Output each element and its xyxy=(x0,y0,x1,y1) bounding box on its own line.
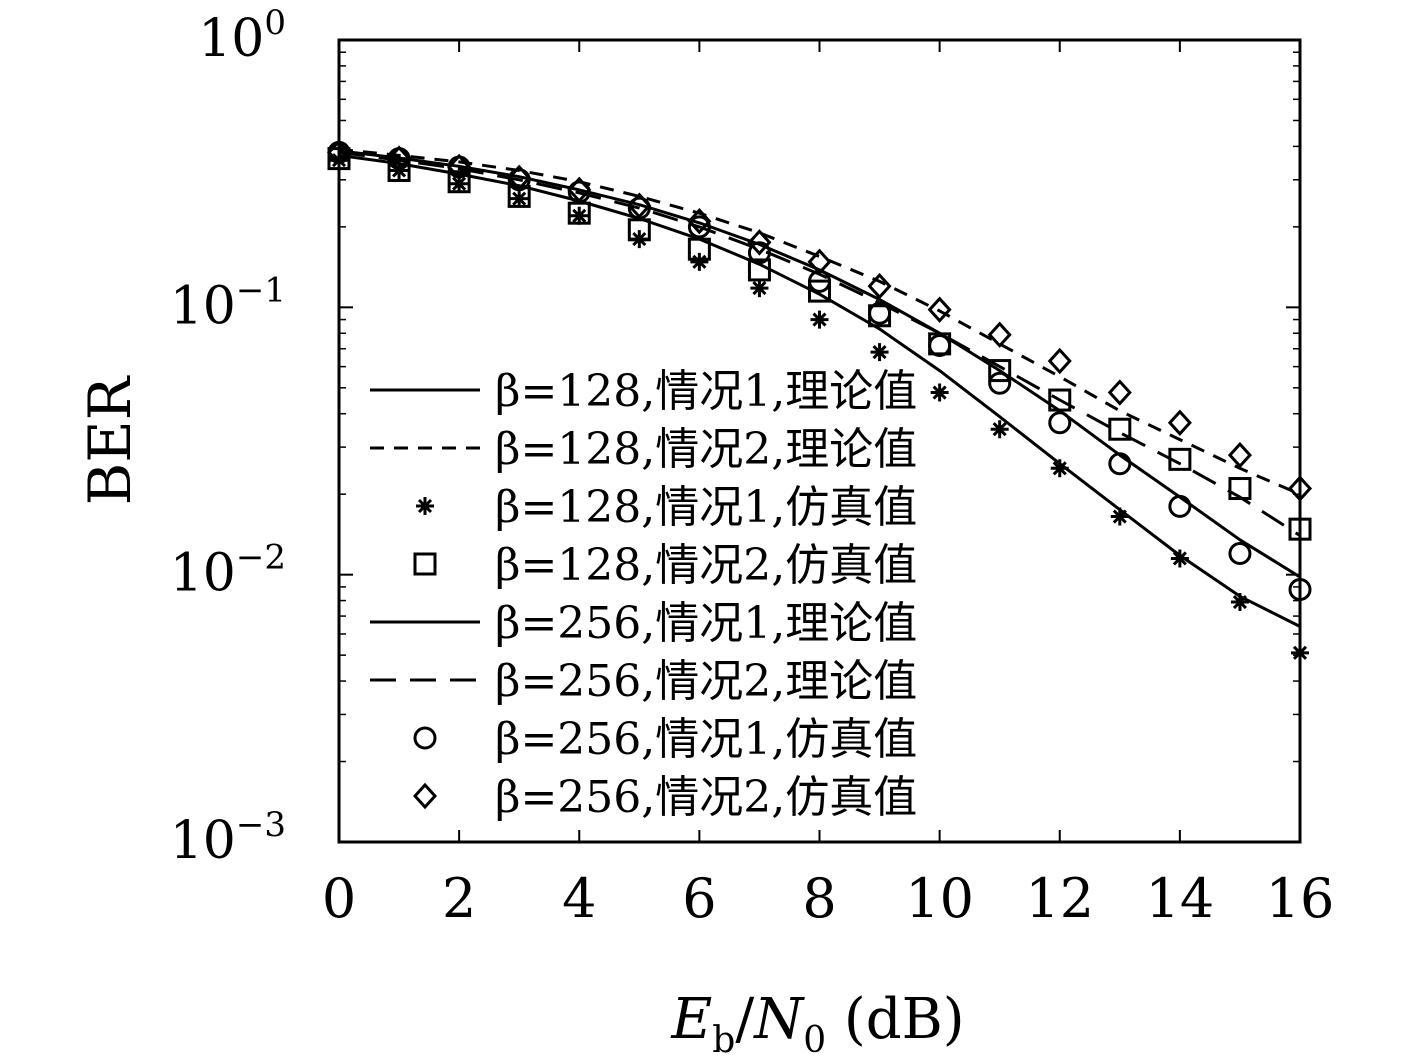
legend-label-4: β=128,情况2,仿真值 xyxy=(495,540,917,591)
series-8-point xyxy=(627,192,652,219)
series-3-point xyxy=(450,174,469,193)
series-4-point xyxy=(1108,417,1132,441)
x-tick-label: 2 xyxy=(442,867,476,930)
series-8-point xyxy=(1047,347,1072,375)
legend-label-8: β=256,情况2,仿真值 xyxy=(495,772,917,823)
x-tick-label: 16 xyxy=(1266,867,1335,930)
series-3-point xyxy=(930,383,949,402)
x-tick-labels: 0 2 4 6 8 10 12 14 16 xyxy=(322,867,1335,930)
series-8-point xyxy=(687,207,712,235)
series-7-point xyxy=(1048,411,1072,435)
legend-marker-8 xyxy=(412,782,438,810)
legend-label-1: β=128,情况1,理论值 xyxy=(495,366,917,417)
series-4-point xyxy=(507,184,531,208)
legend-marker-3 xyxy=(416,497,434,515)
legend-marker-4 xyxy=(413,552,437,576)
series-8-point xyxy=(1167,409,1192,436)
x-tick-label: 14 xyxy=(1146,867,1215,930)
series-3-point xyxy=(870,343,889,362)
legend-label-3: β=128,情况1,仿真值 xyxy=(495,482,917,533)
series-7-point xyxy=(988,371,1012,395)
series-3-point xyxy=(990,420,1009,439)
series-4-point xyxy=(747,258,771,282)
series-4-point xyxy=(808,279,831,303)
series-7-point xyxy=(1228,541,1252,565)
x-tick-label: 10 xyxy=(905,867,974,930)
series-8-point xyxy=(807,248,832,276)
series-8-point xyxy=(747,229,772,256)
y-axis-label: BER xyxy=(76,374,144,505)
series-4-point xyxy=(627,218,651,242)
series-8-point xyxy=(1227,441,1252,469)
series-line-5 xyxy=(338,149,1301,579)
series-3-point xyxy=(1230,593,1249,612)
x-tick-label: 8 xyxy=(802,867,836,930)
legend-label-2: β=128,情况2,理论值 xyxy=(495,424,917,475)
series-7-point xyxy=(928,333,952,357)
series-8-point xyxy=(507,164,532,192)
x-tick-label: 6 xyxy=(682,867,716,930)
y-tick-label: 10−1 xyxy=(170,270,286,336)
series-8-point xyxy=(987,321,1012,348)
y-tick-labels: 100 10−1 10−2 10−3 xyxy=(170,3,286,871)
x-tick-label: 4 xyxy=(562,867,596,930)
series-4-point xyxy=(988,359,1012,383)
legend-label-5: β=256,情况1,理论值 xyxy=(495,598,917,649)
series-3-point xyxy=(750,279,769,298)
series-line-6 xyxy=(338,150,1301,537)
series-3-point xyxy=(570,206,589,225)
series-7-point xyxy=(1168,494,1192,518)
series-7-point xyxy=(1108,452,1132,476)
series-8-point xyxy=(387,145,412,172)
y-tick-label: 10−3 xyxy=(170,805,286,871)
series-line-1 xyxy=(338,153,1301,628)
x-tick-label: 12 xyxy=(1025,867,1094,930)
series-8-point xyxy=(1107,379,1132,406)
series-7-point xyxy=(868,301,892,325)
series-8-point xyxy=(567,176,592,204)
series-3-point xyxy=(1110,507,1129,526)
series-7-point xyxy=(747,241,771,265)
series-8-point xyxy=(927,296,952,323)
y-tick-label: 10−2 xyxy=(170,538,286,604)
series-3-point xyxy=(1050,459,1069,478)
series-7-point xyxy=(687,215,711,239)
legend-label-6: β=256,情况2,理论值 xyxy=(495,656,917,707)
x-axis-label: Eb/N0 (dB) xyxy=(670,987,964,1058)
legend-marker-7 xyxy=(413,726,437,750)
legend: β=128,情况1,理论值 β=128,情况2,理论值 β=128,情况1,仿真值 β… xyxy=(370,366,917,823)
series-3-point xyxy=(810,310,829,329)
series-4-point xyxy=(687,237,711,261)
series-4-point xyxy=(447,170,471,194)
y-tick-label: 100 xyxy=(198,3,286,69)
x-tick-label: 0 xyxy=(322,867,356,930)
series-8-point xyxy=(447,153,472,181)
series-3-point xyxy=(1170,549,1189,568)
tick-marks xyxy=(338,39,1301,843)
legend-label-7: β=256,情况1,仿真值 xyxy=(495,714,917,765)
series-3-point xyxy=(690,252,709,271)
series-8-point xyxy=(867,272,892,300)
series-3-point xyxy=(510,189,529,208)
